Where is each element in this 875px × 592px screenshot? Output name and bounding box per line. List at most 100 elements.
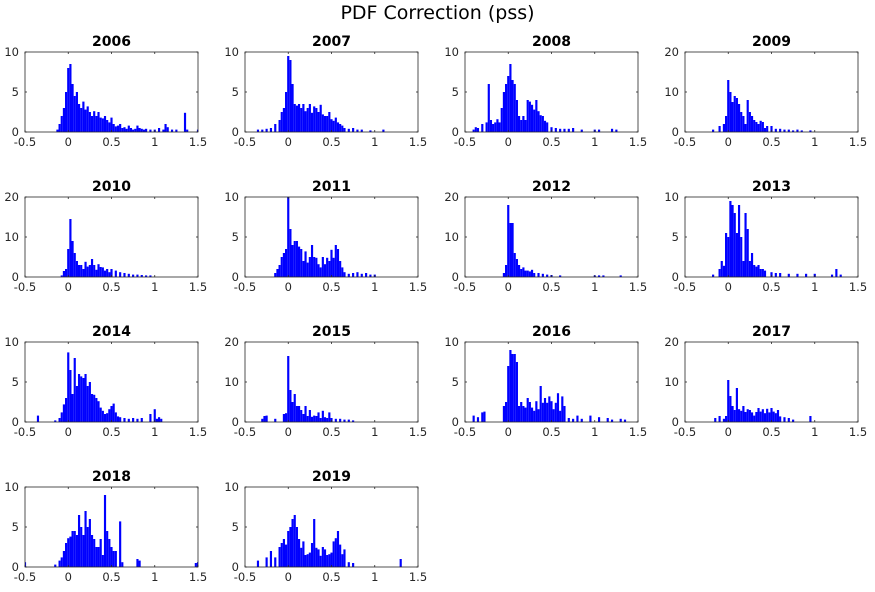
histogram-bar	[748, 112, 751, 132]
histogram-bar	[339, 261, 342, 277]
histogram-bar	[54, 564, 57, 567]
histogram-bar	[735, 388, 738, 422]
histogram-bar	[319, 104, 322, 132]
histogram-bar	[67, 352, 70, 422]
histogram-bar	[347, 562, 350, 567]
histogram-bar	[507, 205, 510, 277]
histogram-bar	[306, 108, 309, 132]
histogram-bar	[733, 213, 736, 277]
histogram-bar	[285, 544, 288, 567]
histogram-bar	[75, 386, 78, 422]
histogram-bar	[278, 265, 281, 277]
histogram-bar	[610, 128, 614, 132]
histogram-bar	[729, 92, 732, 132]
histogram-bar	[289, 527, 292, 567]
histogram-bar	[502, 92, 505, 132]
histogram-bar	[287, 356, 290, 422]
histogram-bar	[481, 412, 484, 422]
x-tick-label: 0	[505, 280, 512, 294]
histogram-bar	[487, 84, 490, 132]
y-tick-label: 10	[664, 85, 679, 99]
histogram-bar	[731, 102, 734, 132]
histogram-bar	[71, 394, 74, 422]
plot-area	[25, 197, 198, 277]
histogram-bar	[196, 562, 198, 567]
histogram-bar	[528, 402, 531, 422]
histogram-bar	[763, 128, 767, 132]
histogram-bar	[511, 223, 514, 277]
histogram-bar	[576, 415, 579, 422]
histogram-bar	[75, 261, 78, 277]
histogram-bar	[472, 129, 475, 132]
histogram-bar	[509, 350, 512, 422]
y-tick-label: 5	[452, 375, 459, 389]
histogram-bar	[60, 116, 63, 132]
y-tick-label: 10	[4, 335, 19, 349]
histogram-bar	[792, 419, 795, 422]
histogram-bar	[300, 547, 303, 567]
histogram-bar	[597, 275, 601, 277]
histogram-bar	[360, 273, 363, 277]
histogram-bar	[494, 122, 497, 132]
histogram-bar	[67, 249, 70, 277]
y-tick-label: 10	[4, 45, 19, 59]
x-tick-label: 0.5	[102, 425, 120, 439]
histogram-bar	[319, 418, 322, 422]
histogram-bar	[175, 129, 178, 132]
x-tick-label: 0.5	[322, 425, 340, 439]
histogram-bar	[740, 237, 743, 277]
x-tick-label: -0.5	[234, 570, 256, 584]
x-tick-label: 0	[725, 425, 732, 439]
histogram-bar	[93, 111, 96, 132]
histogram-bar	[744, 412, 747, 422]
histogram-bar	[315, 416, 318, 422]
histogram-bar	[502, 406, 505, 422]
histogram-bar	[733, 410, 736, 422]
histogram-bar	[520, 120, 523, 132]
histogram-bar	[73, 358, 76, 422]
histogram-bar	[559, 128, 562, 132]
histogram-bar	[285, 249, 288, 277]
histogram-bar	[90, 116, 94, 132]
x-tick-label: -0.5	[234, 425, 256, 439]
histogram-bar	[313, 519, 316, 567]
histogram-bar	[528, 271, 531, 277]
histogram-bar	[770, 408, 773, 422]
histogram-bar	[289, 390, 292, 422]
y-tick-label: 0	[452, 415, 459, 429]
x-tick-label: 1.5	[409, 570, 427, 584]
histogram-bar	[572, 418, 575, 422]
panel-title: 2007	[312, 34, 351, 50]
histogram-bar	[73, 531, 76, 567]
x-tick-label: 1.5	[849, 280, 867, 294]
histogram-bar	[334, 418, 337, 422]
x-tick-label: 1.5	[409, 280, 427, 294]
histogram-bar	[750, 116, 754, 132]
x-tick-label: 0.5	[542, 425, 560, 439]
histogram-bar	[134, 128, 137, 132]
histogram-bar	[779, 273, 782, 277]
histogram-bar	[112, 551, 115, 567]
histogram-bar	[597, 129, 601, 132]
histogram-bar	[142, 129, 146, 132]
histogram-bar	[783, 417, 786, 422]
histogram-bar	[145, 275, 148, 277]
histogram-bar	[313, 106, 316, 132]
histogram-bar	[293, 394, 296, 422]
histogram-bar	[550, 127, 553, 132]
histogram-bar	[114, 126, 117, 132]
histogram-bar	[80, 265, 83, 277]
histogram-bar	[546, 122, 549, 132]
histogram-bar	[302, 541, 305, 567]
histogram-bar	[515, 100, 518, 132]
histogram-bar	[336, 249, 340, 277]
x-tick-label: 0	[65, 425, 72, 439]
histogram-bar	[602, 275, 605, 277]
x-tick-label: -0.5	[14, 280, 36, 294]
histogram-bar	[153, 409, 156, 422]
histogram-bar	[73, 96, 76, 132]
histogram-bar	[65, 269, 68, 277]
histogram-bar	[537, 409, 540, 422]
histogram-bar	[114, 412, 117, 422]
